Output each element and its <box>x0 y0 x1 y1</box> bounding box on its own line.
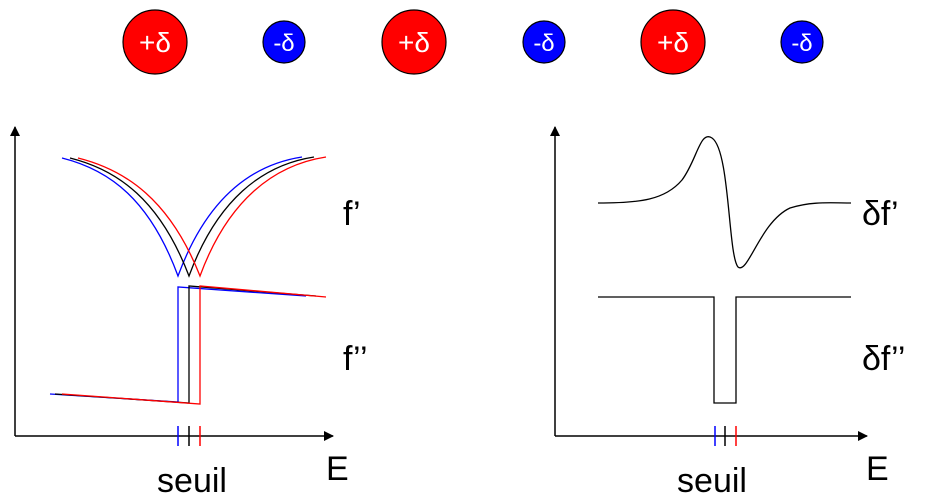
delta-f-double-prime-curve <box>598 296 851 404</box>
f-prime-curve-red <box>77 156 327 278</box>
ion-label: +δ <box>139 27 171 58</box>
x-axis-label: E <box>326 450 349 488</box>
ion-positive-3: +δ <box>640 9 706 75</box>
f-double-prime-curve-red <box>61 285 327 405</box>
ion-label: +δ <box>657 27 689 58</box>
threshold-label: seuil <box>677 462 747 498</box>
ion-positive-1: +δ <box>122 9 188 75</box>
ion-negative-1: -δ <box>262 20 306 64</box>
f-prime-curve-blue <box>61 156 303 278</box>
ion-label: -δ <box>791 30 812 57</box>
delta-f-prime-curve <box>597 136 852 269</box>
left-panel: f’ f’’ E seuil <box>10 126 368 498</box>
delta-f-prime-label: δf’ <box>862 195 899 233</box>
right-panel: δf’ δf’’ E seuil <box>550 126 905 498</box>
f-prime-label: f’ <box>343 195 361 233</box>
ion-label: -δ <box>273 30 294 57</box>
x-axis-label: E <box>866 450 889 488</box>
f-prime-curve-black <box>69 156 315 278</box>
ion-negative-3: -δ <box>780 20 824 64</box>
threshold-label: seuil <box>157 462 227 498</box>
f-double-prime-curve-black <box>54 285 317 404</box>
ion-positive-2: +δ <box>381 9 447 75</box>
f-double-prime-curve-blue <box>49 286 307 403</box>
f-double-prime-label: f’’ <box>343 340 368 378</box>
ion-row: +δ -δ +δ -δ +δ -δ <box>122 9 824 75</box>
ion-label: +δ <box>398 27 430 58</box>
ion-label: -δ <box>533 30 554 57</box>
delta-f-double-prime-label: δf’’ <box>862 340 905 378</box>
ion-negative-2: -δ <box>522 20 566 64</box>
